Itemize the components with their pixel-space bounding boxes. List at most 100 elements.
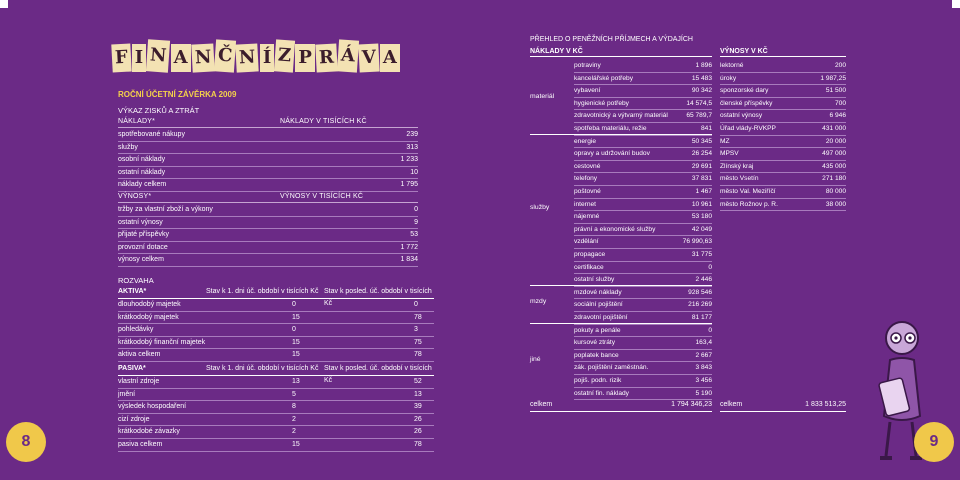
revenue-row-value: 1 772 [400, 243, 418, 251]
asset-row-start: 15 [292, 338, 300, 346]
income-row: Úřad vlády-RVKPP 431 000 [720, 123, 846, 136]
cost-row-label: osobní náklady [118, 156, 166, 164]
logo-letter: Í [259, 44, 275, 72]
cost-row: osobní náklady 1 233 [118, 154, 418, 167]
expense-row: vzdělání 76 990,63 [574, 236, 712, 249]
revenue-row: ostatní výnosy 9 [118, 217, 418, 230]
income-label: město Rožnov p. R. [720, 200, 778, 208]
balance-title: ROZVAHA [118, 276, 154, 285]
liability-row-start: 2 [292, 415, 296, 423]
expense-row: telefony 37 831 [574, 173, 712, 186]
liability-row-label: výsledek hospodaření [118, 403, 187, 411]
expense-label: právní a ekonomické služby [574, 225, 656, 233]
cost-row: ostatní náklady 10 [118, 167, 418, 180]
liability-row-end: 52 [414, 378, 422, 385]
asset-row-label: krátkodobý majetek [118, 313, 179, 321]
cashflow-title: PŘEHLED O PENĚŽNÍCH PŘÍJMECH A VÝDAJÍCH [530, 36, 693, 43]
income-row: město Val. Meziříčí 80 000 [720, 186, 846, 199]
total-label: celkem [530, 401, 553, 408]
expense-row: potraviny 1 896 [574, 60, 712, 73]
liability-row-start: 5 [292, 390, 296, 398]
liability-row-end: 26 [414, 428, 422, 436]
logo-letter: Á [336, 39, 359, 73]
expense-row: vybavení 90 342 [574, 85, 712, 98]
costs-head: NÁKLADY V KČ [530, 47, 712, 57]
asset-row: aktiva celkem 15 78 [118, 349, 434, 362]
pl-title: VÝKAZ ZISKŮ A ZTRÁT [118, 106, 200, 115]
logo-letter: N [190, 43, 215, 73]
asset-row-end: 75 [414, 338, 422, 346]
revenue-row: provozní dotace 1 772 [118, 242, 418, 255]
expense-label: sociální pojištění [574, 301, 623, 309]
expense-row: pokuty a penále 0 [574, 325, 712, 338]
income-value: 700 [834, 99, 846, 107]
revenue-row-value: 1 834 [400, 256, 418, 264]
liability-row-start: 8 [292, 403, 296, 411]
expense-row: právní a ekonomické služby 42 049 [574, 224, 712, 237]
assets-head-label: AKTIVA* [118, 288, 147, 295]
category-material: materiál [530, 93, 555, 100]
expense-label: zdravotnický a výtvarný materiál [574, 112, 668, 120]
expense-label: poštovné [574, 188, 601, 195]
expense-label: zdravotní pojištění [574, 314, 628, 321]
expense-label: kursové ztráty [574, 339, 616, 347]
income-value: 435 000 [822, 162, 846, 170]
expense-row: mzdové náklady 928 546 [574, 287, 712, 300]
expense-row: zdravotnický a výtvarný materiál 65 789,7 [574, 110, 712, 123]
logo-letter: A [170, 44, 191, 72]
expense-value: 81 177 [691, 314, 712, 321]
expense-value: 928 546 [688, 288, 712, 296]
assets-head-end: Stav k posled. úč. období v tisících Kč [324, 288, 432, 307]
category-wages: mzdy [530, 298, 547, 305]
income-row: členské příspěvky 700 [720, 98, 846, 111]
cost-row: služby 313 [118, 142, 418, 155]
cost-row-value: 1 233 [400, 156, 418, 164]
asset-row-end: 78 [414, 313, 422, 321]
expense-row: energie 50 345 [574, 136, 712, 149]
category-other: jiné [530, 356, 541, 363]
asset-row: dlouhodobý majetek 0 0 [118, 299, 434, 312]
liability-row: výsledek hospodaření 8 39 [118, 401, 434, 414]
costs-head-label: NÁKLADY* [118, 118, 156, 125]
right-page: PŘEHLED O PENĚŽNÍCH PŘÍJMECH A VÝDAJÍCH … [480, 0, 960, 480]
mascot-illustration [878, 321, 922, 460]
expense-value: 216 269 [688, 301, 712, 309]
asset-row-start: 15 [292, 351, 300, 359]
expense-row: propagace 31 775 [574, 249, 712, 262]
expense-label: ostatní služby [574, 276, 615, 284]
liability-row-end: 78 [414, 441, 422, 448]
liability-row-label: vlastní zdroje [118, 378, 160, 385]
expense-row: ostatní služby 2 446 [574, 274, 712, 287]
cost-row-value: 313 [406, 143, 418, 151]
liabilities-header: PASIVA* Stav k 1. dni úč. období v tisíc… [118, 363, 434, 384]
total-costs-value: 1 794 346,23 [671, 401, 712, 408]
assets-head-start: Stav k 1. dni úč. období v tisících Kč [206, 288, 319, 295]
cost-row-label: náklady celkem [118, 181, 167, 189]
expense-value: 3 456 [695, 377, 712, 384]
logo-letter: V [358, 43, 380, 73]
expense-row: zák. pojištění zaměstnán. 3 843 [574, 362, 712, 375]
expense-label: telefony [574, 175, 598, 183]
expense-row: kancelářské potřeby 15 483 [574, 73, 712, 86]
category-divider [530, 285, 712, 286]
income-row: MPSV 497 000 [720, 148, 846, 161]
expense-label: spotřeba materiálu, režie [574, 125, 647, 132]
expense-value: 1 467 [695, 188, 712, 195]
revenue-row-value: 0 [414, 206, 418, 213]
income-label: Úřad vlády-RVKPP [720, 125, 776, 132]
expense-value: 2 446 [695, 276, 712, 284]
report-title: ROČNÍ ÚČETNÍ ZÁVĚRKA 2009 [118, 90, 237, 99]
asset-row-start: 0 [292, 301, 296, 308]
cost-row-label: služby [118, 143, 138, 151]
revenue-row-label: provozní dotace [118, 243, 168, 251]
cost-row-value: 1 795 [400, 181, 418, 189]
expense-label: pokuty a penále [574, 326, 621, 334]
liability-row-label: jmění [118, 390, 136, 398]
expense-row: zdravotní pojištění 81 177 [574, 312, 712, 325]
cost-row: spotřebované nákupy 239 [118, 129, 418, 142]
liability-row: cizí zdroje 2 26 [118, 414, 434, 427]
expense-value: 26 254 [691, 150, 712, 158]
category-divider [530, 134, 712, 135]
page-number: 8 [6, 422, 46, 462]
